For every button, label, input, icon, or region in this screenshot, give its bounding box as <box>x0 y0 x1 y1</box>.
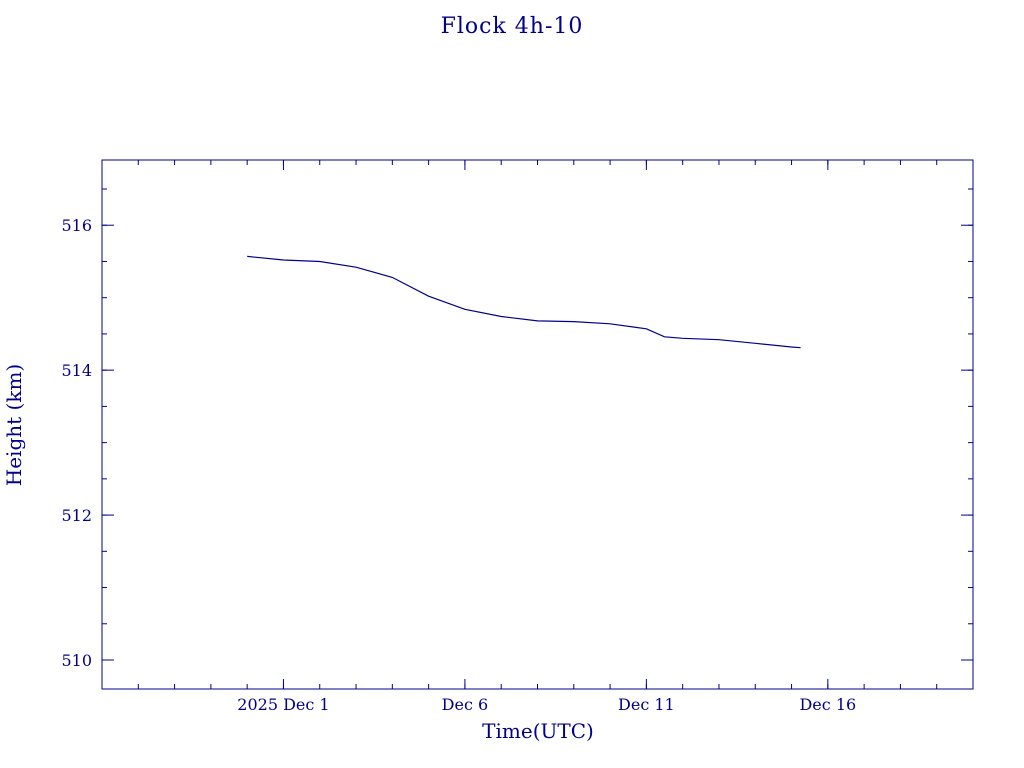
x-tick-label: 2025 Dec 1 <box>237 695 329 714</box>
y-tick-label: 514 <box>61 361 92 380</box>
x-tick-label: Dec 16 <box>799 695 856 714</box>
x-tick-label: Dec 11 <box>618 695 675 714</box>
height-series-line <box>247 255 801 349</box>
x-axis-title: Time(UTC) <box>482 719 594 743</box>
series-group <box>247 255 801 349</box>
tick-label-group: 2025 Dec 1 Dec 6 Dec 11 Dec 16 510 512 514 516 <box>61 216 856 714</box>
plot-frame <box>101 159 974 690</box>
y-tick-label: 516 <box>61 216 92 235</box>
y-tick-label: 512 <box>61 506 92 525</box>
chart-title: Flock 4h-10 <box>440 14 584 39</box>
y-tick-label: 510 <box>61 651 92 670</box>
tick-group <box>101 160 974 689</box>
x-tick-label: Dec 6 <box>442 695 489 714</box>
y-axis-title: Height (km) <box>2 364 26 486</box>
